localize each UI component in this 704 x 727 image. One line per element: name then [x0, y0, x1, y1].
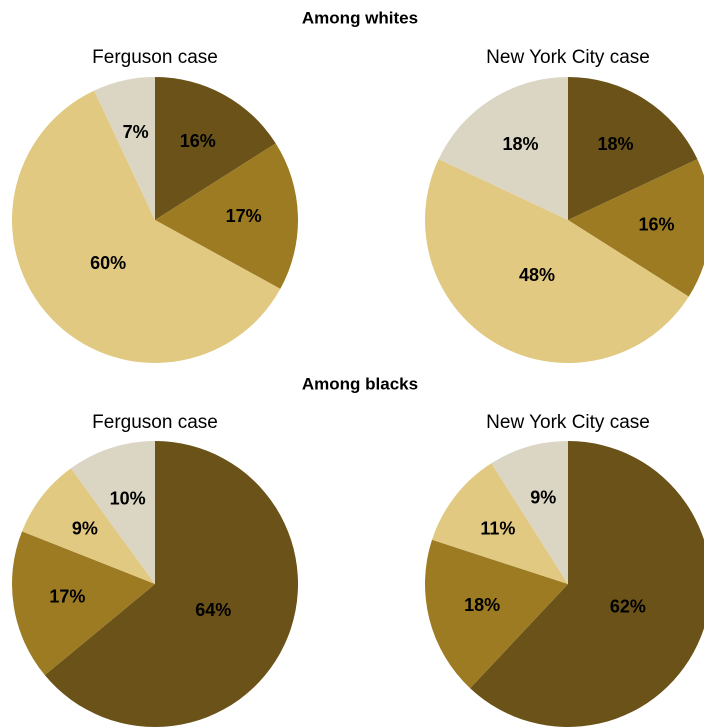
- pie-slice: [12, 531, 156, 676]
- data-label: 60%: [90, 253, 126, 273]
- pie-slice: [155, 77, 276, 220]
- data-label: 17%: [49, 587, 85, 607]
- data-label: 48%: [519, 265, 555, 285]
- pie-slice: [470, 441, 704, 727]
- pie-slice: [425, 539, 568, 689]
- data-label: 11%: [480, 518, 515, 538]
- chart-title: Ferguson case: [92, 47, 218, 68]
- data-label: 18%: [597, 134, 633, 154]
- section-heading: Among blacks: [302, 374, 418, 393]
- data-label: 62%: [610, 596, 646, 616]
- section-heading: Among whites: [302, 8, 418, 27]
- data-label: 18%: [502, 134, 538, 154]
- pie-slice: [431, 463, 568, 584]
- data-label: 9%: [72, 518, 98, 538]
- data-label: 18%: [464, 595, 500, 615]
- pie-slice: [44, 441, 298, 727]
- data-label: 7%: [123, 122, 149, 142]
- chart-title: Ferguson case: [92, 412, 218, 433]
- data-label: 64%: [195, 600, 231, 620]
- data-label: 10%: [110, 488, 146, 508]
- pie-slice: [438, 77, 568, 220]
- chart-title: New York City case: [486, 47, 650, 68]
- data-label: 9%: [530, 488, 556, 508]
- pie-slice: [94, 77, 155, 220]
- data-label: 17%: [226, 206, 262, 226]
- pie-slice: [11, 90, 281, 363]
- pie-slice: [425, 159, 689, 363]
- pie-slice: [491, 441, 568, 584]
- pie-slice: [22, 468, 155, 584]
- pie-slice: [568, 77, 698, 220]
- pie-slice: [155, 143, 298, 289]
- data-label: 16%: [638, 214, 674, 234]
- pie-slice: [568, 159, 704, 297]
- chart-title: New York City case: [486, 412, 650, 433]
- data-label: 16%: [180, 131, 216, 151]
- pie-slice: [70, 441, 155, 584]
